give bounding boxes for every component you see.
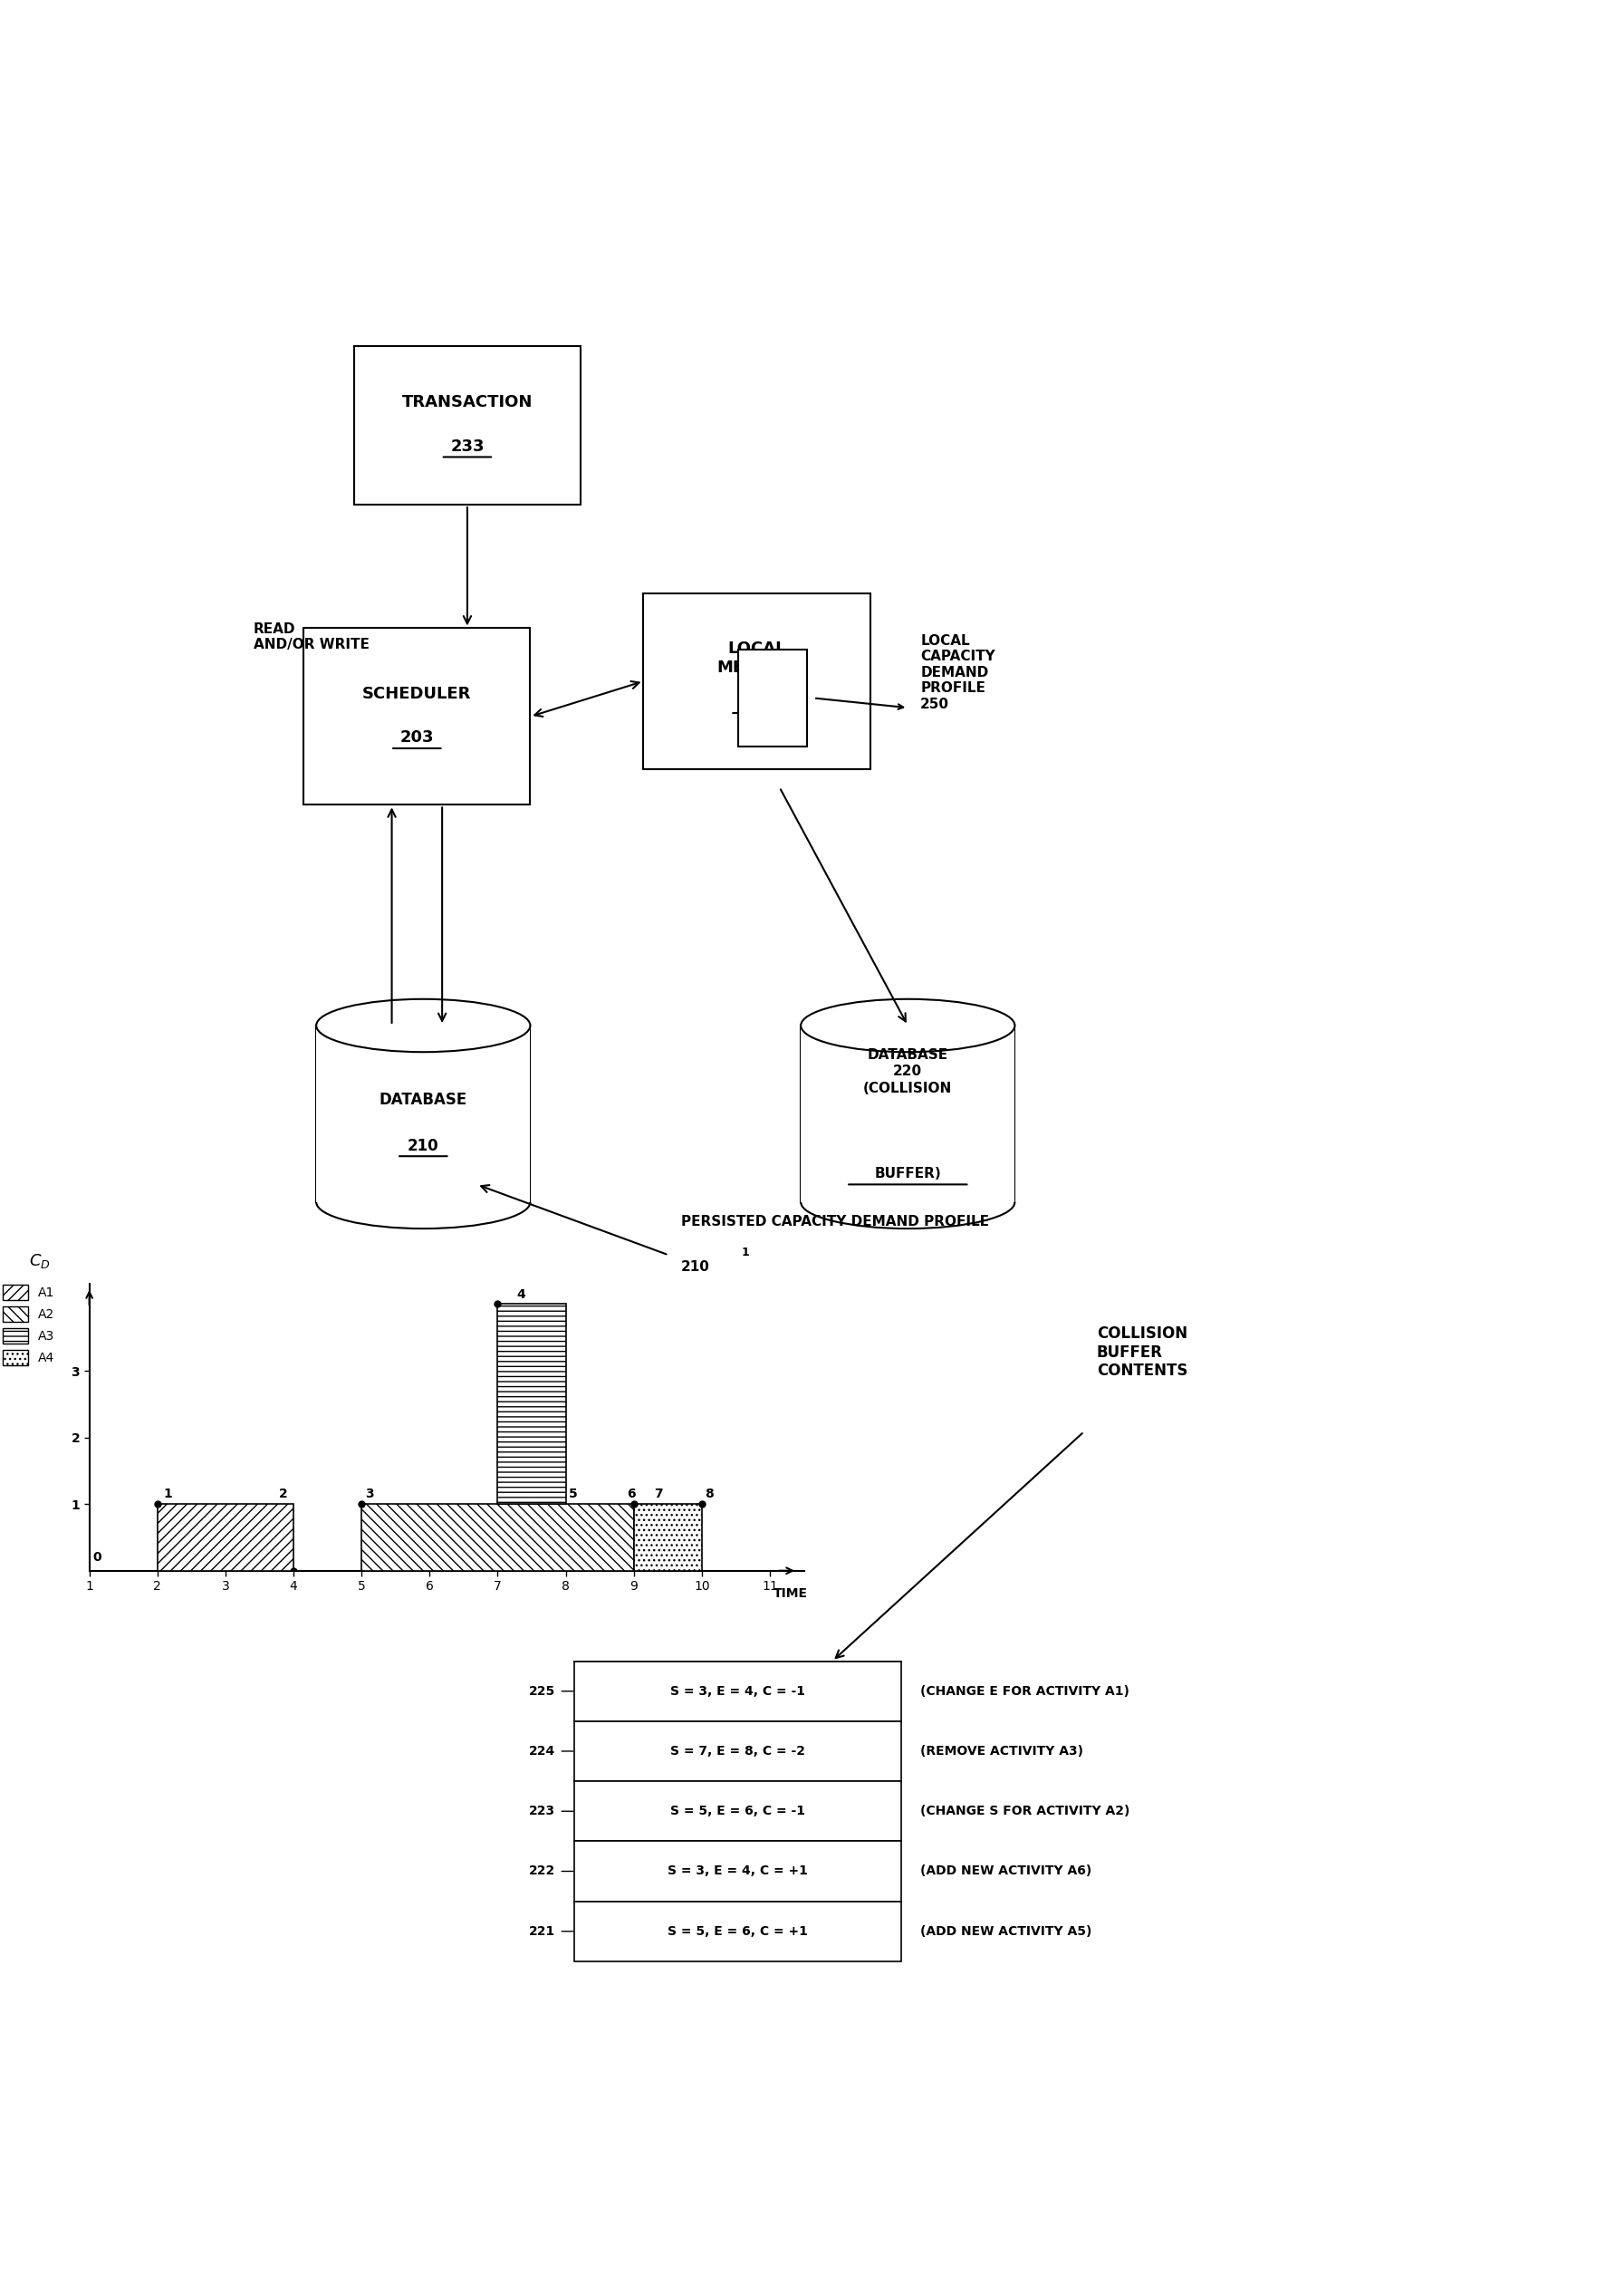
Text: (CHANGE E FOR ACTIVITY A1): (CHANGE E FOR ACTIVITY A1)	[921, 1685, 1130, 1697]
Text: 207: 207	[741, 695, 773, 711]
Bar	[801, 1025, 1015, 1202]
Bar	[575, 1660, 901, 1722]
Text: 203: 203	[400, 729, 434, 745]
Bar	[362, 1504, 633, 1571]
Text: (ADD NEW ACTIVITY A6): (ADD NEW ACTIVITY A6)	[921, 1864, 1091, 1878]
Text: TIME: TIME	[773, 1587, 807, 1601]
Bar	[317, 1025, 531, 1202]
Text: 224: 224	[529, 1745, 555, 1756]
Text: 6: 6	[627, 1488, 635, 1500]
Text: S = 5, E = 6, C = +1: S = 5, E = 6, C = +1	[667, 1924, 809, 1938]
Text: READ
AND/OR WRITE: READ AND/OR WRITE	[253, 621, 369, 651]
Bar	[575, 1901, 901, 1961]
Bar	[643, 594, 870, 770]
Text: S = 3, E = 4, C = +1: S = 3, E = 4, C = +1	[667, 1864, 809, 1878]
Bar	[737, 649, 807, 748]
Bar	[354, 346, 581, 504]
Text: 3: 3	[365, 1488, 374, 1500]
Text: S = 7, E = 8, C = -2: S = 7, E = 8, C = -2	[671, 1745, 806, 1756]
Text: 7: 7	[654, 1488, 663, 1500]
Text: LOCAL
MEMORY: LOCAL MEMORY	[716, 640, 797, 676]
Ellipse shape	[801, 1000, 1015, 1052]
Text: 225: 225	[529, 1685, 555, 1697]
Text: 8: 8	[705, 1488, 715, 1500]
Text: 210: 210	[682, 1261, 710, 1275]
Text: S = 3, E = 4, C = -1: S = 3, E = 4, C = -1	[671, 1685, 806, 1697]
Text: 1: 1	[742, 1247, 750, 1259]
Text: BUFFER): BUFFER)	[874, 1167, 942, 1181]
Text: 233: 233	[450, 438, 484, 454]
Text: 222: 222	[529, 1864, 555, 1878]
Text: (CHANGE S FOR ACTIVITY A2): (CHANGE S FOR ACTIVITY A2)	[921, 1805, 1130, 1818]
Bar	[575, 1841, 901, 1901]
Text: LOCAL
CAPACITY
DEMAND
PROFILE
250: LOCAL CAPACITY DEMAND PROFILE 250	[921, 635, 996, 711]
Text: 223: 223	[529, 1805, 555, 1818]
Text: 221: 221	[529, 1924, 555, 1938]
Text: DATABASE: DATABASE	[380, 1091, 468, 1108]
Text: (REMOVE ACTIVITY A3): (REMOVE ACTIVITY A3)	[921, 1745, 1083, 1756]
Text: SCHEDULER: SCHEDULER	[362, 686, 471, 702]
Text: 2: 2	[279, 1488, 287, 1500]
Text: COLLISION
BUFFER
CONTENTS: COLLISION BUFFER CONTENTS	[1096, 1325, 1187, 1378]
Text: DATABASE
220
(COLLISION: DATABASE 220 (COLLISION	[864, 1048, 952, 1096]
Bar	[633, 1504, 702, 1571]
Legend: A1, A2, A3, A4: A1, A2, A3, A4	[3, 1284, 55, 1364]
Bar	[304, 628, 529, 805]
Text: 5: 5	[568, 1488, 578, 1500]
Ellipse shape	[317, 1000, 529, 1052]
Text: 4: 4	[516, 1289, 526, 1300]
Bar	[575, 1722, 901, 1782]
Bar	[497, 1305, 565, 1504]
Text: PERSISTED CAPACITY DEMAND PROFILE: PERSISTED CAPACITY DEMAND PROFILE	[682, 1215, 989, 1229]
Text: $C_D$: $C_D$	[29, 1252, 50, 1270]
Bar	[575, 1782, 901, 1841]
Text: S = 5, E = 6, C = -1: S = 5, E = 6, C = -1	[671, 1805, 806, 1818]
Text: 0: 0	[93, 1552, 101, 1564]
Text: 1: 1	[162, 1488, 172, 1500]
Bar	[158, 1504, 294, 1571]
Text: 210: 210	[408, 1137, 438, 1153]
Text: TRANSACTION: TRANSACTION	[401, 394, 533, 410]
Text: (ADD NEW ACTIVITY A5): (ADD NEW ACTIVITY A5)	[921, 1924, 1091, 1938]
